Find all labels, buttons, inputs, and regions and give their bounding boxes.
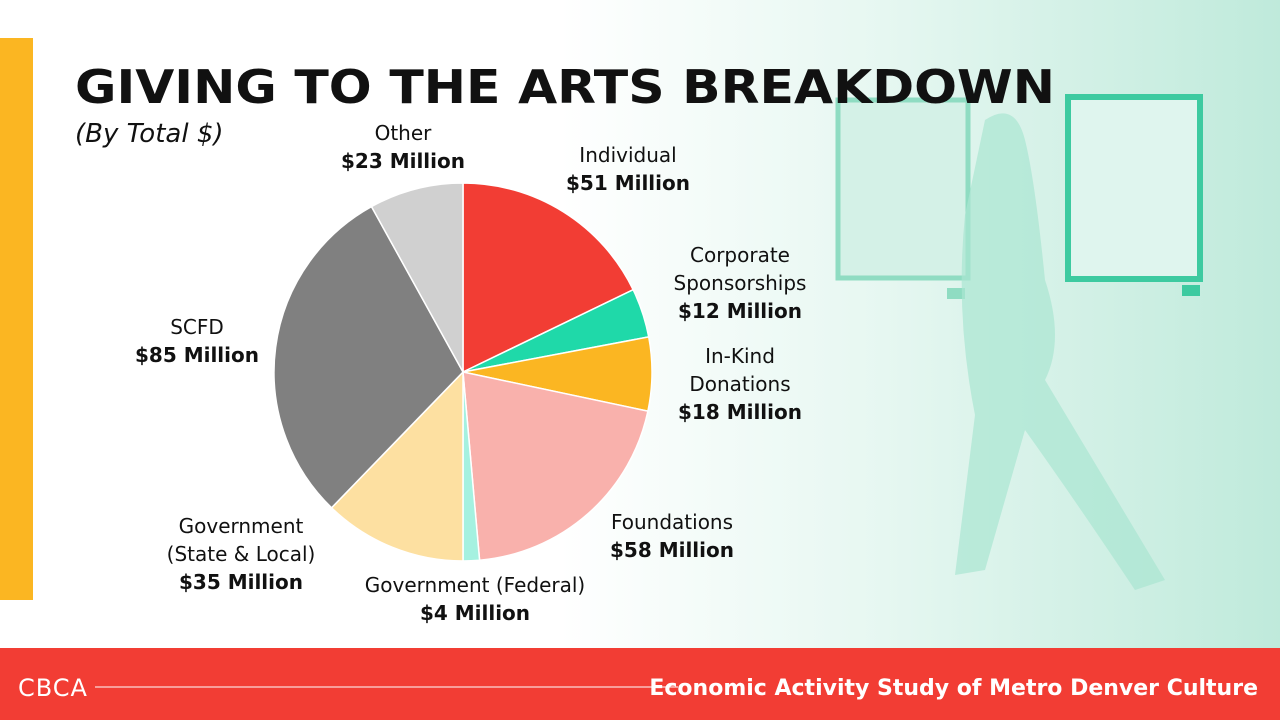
value-label: $85 Million — [134, 343, 259, 367]
frame-light — [947, 288, 965, 299]
value-label: $12 Million — [677, 299, 802, 323]
logo: CBCA — [18, 674, 88, 702]
pie-slice — [370, 182, 464, 373]
pie-slice — [462, 371, 649, 562]
value-label: $18 Million — [677, 400, 802, 424]
pie-slice — [330, 370, 464, 562]
slice-label: Foundations $58 Million — [572, 508, 772, 564]
value-label: $4 Million — [419, 601, 531, 625]
frame — [835, 97, 971, 281]
category-label: In-Kind Donations — [689, 344, 791, 396]
slice-label: Individual $51 Million — [528, 141, 728, 197]
value-label: $23 Million — [340, 149, 465, 173]
category-label: Government (State & Local) — [166, 514, 316, 566]
category-label: Individual — [579, 143, 677, 167]
pie-slice — [273, 205, 464, 509]
slice-label: Corporate Sponsorships $12 Million — [655, 241, 825, 325]
category-label: Foundations — [610, 510, 734, 534]
category-label: SCFD — [170, 315, 224, 339]
category-label: Corporate Sponsorships — [673, 243, 807, 295]
slice-label: Government (Federal) $4 Million — [325, 571, 625, 627]
footer-bar — [0, 648, 1280, 720]
category-label: Other — [374, 121, 432, 145]
frame-light — [1182, 285, 1200, 296]
slice-label: In-Kind Donations $18 Million — [670, 342, 810, 426]
pie — [273, 182, 653, 562]
person-silhouette — [955, 113, 1165, 590]
value-label: $51 Million — [565, 171, 690, 195]
category-label: Government (Federal) — [364, 573, 586, 597]
slice-label: SCFD $85 Million — [107, 313, 287, 369]
chart-title: GIVING TO THE ARTS BREAKDOWN — [75, 60, 1055, 114]
pie-slice — [462, 182, 635, 374]
chart-subtitle: (By Total $) — [75, 119, 224, 149]
value-label: $35 Million — [178, 570, 303, 594]
slice-label: Government (State & Local) $35 Million — [146, 512, 336, 596]
frame — [1065, 94, 1203, 282]
footer-text: Economic Activity Study of Metro Denver … — [649, 676, 1258, 701]
value-label: $58 Million — [609, 538, 734, 562]
slice-label: Other $23 Million — [313, 119, 493, 175]
accent-bar — [0, 38, 33, 600]
